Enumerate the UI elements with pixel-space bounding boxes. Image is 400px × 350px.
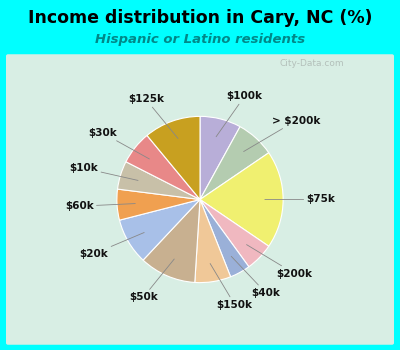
Wedge shape [118,162,200,200]
Text: Hispanic or Latino residents: Hispanic or Latino residents [95,33,305,46]
Text: $125k: $125k [128,94,178,139]
Text: $200k: $200k [246,245,312,279]
Text: $20k: $20k [80,232,144,259]
Text: $150k: $150k [210,264,253,310]
Wedge shape [147,116,200,200]
Wedge shape [143,199,200,282]
Text: $100k: $100k [216,91,262,137]
Text: $50k: $50k [129,259,174,302]
Wedge shape [126,135,200,200]
Wedge shape [120,199,200,260]
Text: Income distribution in Cary, NC (%): Income distribution in Cary, NC (%) [28,9,372,27]
Wedge shape [117,189,200,220]
FancyBboxPatch shape [6,54,394,345]
Text: $40k: $40k [231,256,280,298]
Wedge shape [200,127,269,200]
Text: $10k: $10k [70,163,138,181]
Wedge shape [200,116,240,200]
Wedge shape [200,153,283,246]
Text: City-Data.com: City-Data.com [280,58,344,68]
Text: $30k: $30k [88,128,149,159]
Text: $60k: $60k [65,201,135,211]
Text: > $200k: > $200k [244,116,320,152]
Text: $75k: $75k [265,195,335,204]
Wedge shape [195,199,231,283]
Wedge shape [200,199,249,277]
Wedge shape [200,199,269,267]
